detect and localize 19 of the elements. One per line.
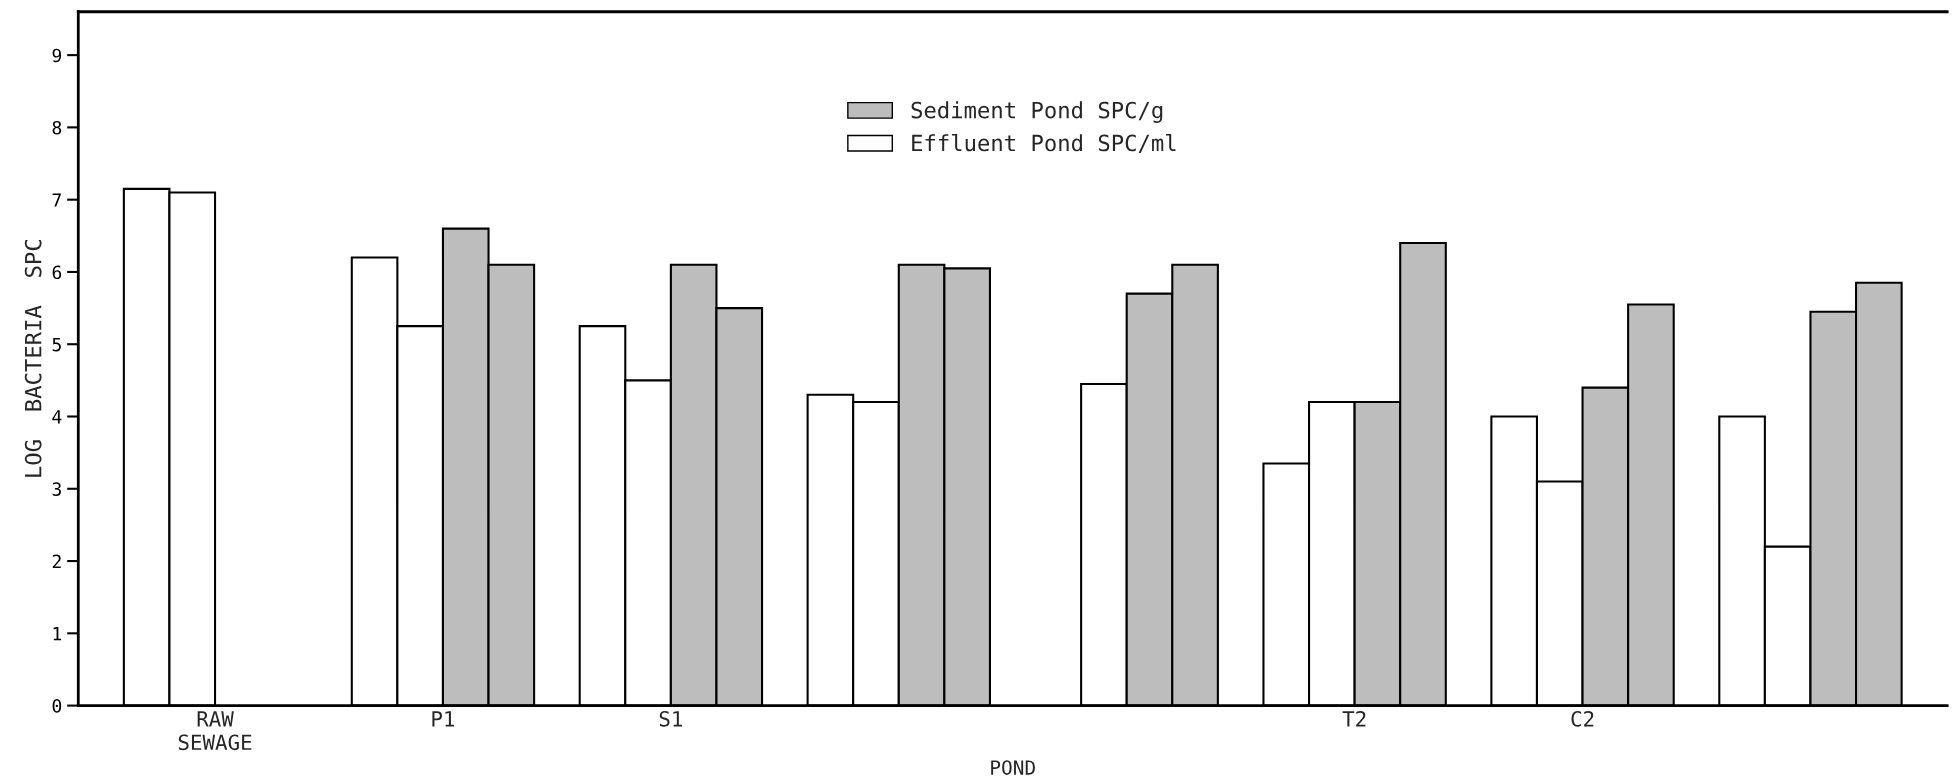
y-tick-label: 2: [52, 554, 61, 568]
y-tick-label: 8: [52, 120, 62, 135]
x-tick-label: S1: [659, 710, 682, 727]
y-tick-label: 7: [52, 193, 61, 207]
x-axis-title: POND: [991, 760, 1035, 775]
y-tick-label: 1: [53, 627, 62, 641]
legend-label: Sediment Pond SPC/g: [911, 101, 1163, 123]
y-tick-label: 5: [52, 337, 61, 352]
y-tick-label: 9: [52, 48, 62, 63]
y-tick-label: 4: [52, 410, 62, 424]
y-tick-label: 6: [52, 265, 62, 280]
y-tick-label: 0: [52, 699, 62, 713]
x-tick-label: T2: [1342, 710, 1366, 727]
x-tick-label: C2: [1571, 710, 1594, 727]
legend-label: Effluent Pond SPC/ml: [912, 134, 1176, 154]
x-tick-label: RAW SEWAGE: [178, 711, 252, 751]
y-tick-label: 3: [52, 482, 61, 496]
y-axis-title: LOG BACTERIA SPC: [24, 240, 42, 477]
x-tick-label: P1: [432, 711, 455, 727]
